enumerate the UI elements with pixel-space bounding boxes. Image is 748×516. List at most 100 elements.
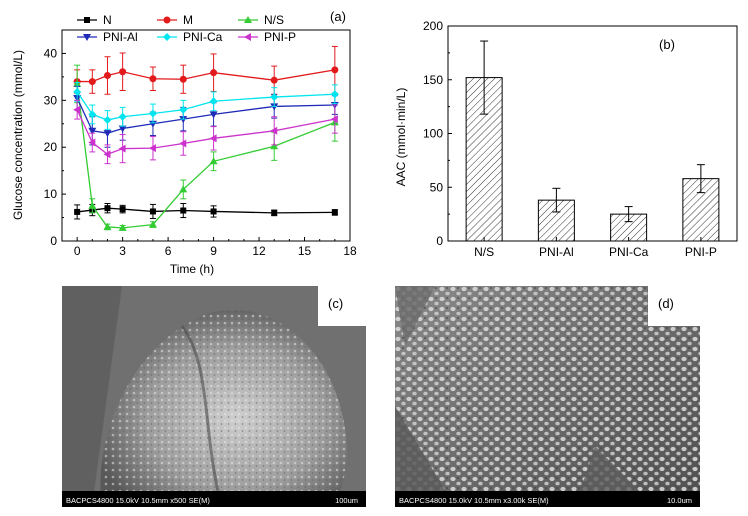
legend-marker-PNI-Ca [163,33,171,41]
legend-label-PNI-Ca: PNI-Ca [183,30,223,44]
y-axis-label-a: Glucose concentration (mmol/L) [11,50,25,220]
data-point-PNI-Ca [148,109,157,118]
data-point-PNI-Al [118,125,127,133]
legend-label-PNI-Al: PNI-Al [103,30,138,44]
sem-scale-d: 10.0um [666,496,692,505]
data-point-N [271,209,278,216]
x-tick-label-a: 15 [298,244,312,258]
panel-label-c: (c) [328,296,344,311]
panel-label-b: (b) [659,37,675,52]
x-tick-label-a: 0 [74,244,81,258]
sem-info-bar-c: BACPCS4800 15.0kV 10.5mm x500 SE(M) 100u… [62,491,366,507]
data-point-PNI-P [118,144,126,153]
data-point-N/S [88,201,97,209]
y-axis-label-b: AAC (mmol·min/L) [394,88,408,187]
x-tick-label-PNI-Al: PNI-Al [539,245,574,259]
data-point-PNI-Ca [103,116,112,125]
data-point-PNI-P [270,126,278,135]
x-tick-label-PNI-P: PNI-P [685,245,717,259]
data-point-PNI-Ca [179,105,188,114]
data-point-PNI-Ca [330,90,339,99]
data-point-M [103,71,111,79]
y-tick-label-b: 200 [423,19,443,33]
glucose-line-chart: 0 3 6 9 12 15 18 0 10 20 30 40 Time (h) Glucose con… [11,9,357,276]
data-point-N [331,209,338,216]
legend-marker-N [84,17,90,23]
x-tick-label-a: 12 [252,244,266,258]
data-point-M [119,68,127,76]
legend-marker-PNI-Al [83,34,91,41]
data-point-PNI-Ca [118,112,127,121]
x-tick-label-a: 3 [119,244,126,258]
data-point-N [104,205,111,212]
plot-frame-a [61,29,351,242]
sem-info-d: BACPCS4800 15.0kV 10.5mm x3.00k SE(M) [399,496,549,505]
y-tick-label-a: 10 [44,187,58,201]
data-point-M [88,78,96,86]
sem-scale-c: 100um [335,496,358,505]
x-tick-label-PNI-Ca: PNI-Ca [609,245,649,259]
sem-info-bar-d: BACPCS4800 15.0kV 10.5mm x3.00k SE(M) 10… [395,491,700,507]
sem-micrograph-c: (c) BACPCS4800 15.0kV 10.5mm x500 SE(M) … [62,286,366,507]
bar-PNI-P [682,178,720,242]
data-point-M [179,75,187,83]
y-tick-label-a: 20 [44,140,58,154]
data-point-PNI-Al [103,130,112,138]
data-point-N/S [103,222,112,230]
y-tick-label-b: 150 [423,73,443,87]
legend-label-M: M [183,13,193,27]
data-point-PNI-Ca [88,110,97,119]
data-point-PNI-P [88,138,96,147]
data-point-PNI-Al [88,127,97,135]
data-point-PNI-Al [209,111,218,119]
data-point-N [149,208,156,215]
legend-marker-N/S [244,16,252,23]
data-point-PNI-P [209,134,217,143]
sem-micrograph-d: (d) BACPCS4800 15.0kV 10.5mm x3.00k SE(M… [395,286,700,507]
data-point-PNI-P [330,115,338,124]
y-tick-label-b: 100 [423,127,443,141]
data-point-N [180,207,187,214]
x-tick-label-a: 9 [210,244,217,258]
series-line-M [77,69,335,83]
data-point-PNI-Ca [209,97,218,106]
legend-label-N/S: N/S [264,13,284,27]
data-point-PNI-Ca [270,93,279,102]
data-point-N [119,206,126,213]
data-point-M [331,66,339,74]
x-tick-label-a: 18 [343,244,357,258]
data-point-M [270,76,278,84]
data-point-N [74,208,81,215]
y-tick-label-b: 50 [430,180,444,194]
x-tick-label-a: 6 [165,244,172,258]
sem-texture-d [395,286,700,507]
x-axis-label-a: Time (h) [170,262,214,276]
y-tick-label-a: 0 [50,234,57,248]
data-point-PNI-P [179,139,187,148]
series-line-PNI-P [76,109,335,155]
data-point-N/S [270,142,279,150]
data-point-M [149,75,157,83]
y-tick-label-a: 30 [44,93,58,107]
series-line-N [77,207,335,214]
legend-marker-PNI-P [244,33,251,41]
data-point-PNI-P [103,150,111,159]
legend-label-N: N [103,13,112,27]
data-point-PNI-P [148,144,156,153]
data-point-N [210,208,217,215]
data-point-N/S [118,223,127,231]
y-tick-label-b: 0 [436,234,443,248]
data-point-N/S [209,157,218,165]
bar-PNI-Ca [610,213,648,242]
sem-info-c: BACPCS4800 15.0kV 10.5mm x500 SE(M) [66,496,210,505]
panel-label-d: (d) [658,296,674,311]
sem-texture-c [62,286,366,507]
legend-marker-M [163,16,171,24]
data-point-N/S [148,220,157,228]
data-point-PNI-Ca [73,87,82,96]
panel-label-a: (a) [330,9,346,24]
x-tick-label-N/S: N/S [474,245,494,259]
y-tick-label-a: 40 [44,46,58,60]
data-point-PNI-P [73,105,81,114]
